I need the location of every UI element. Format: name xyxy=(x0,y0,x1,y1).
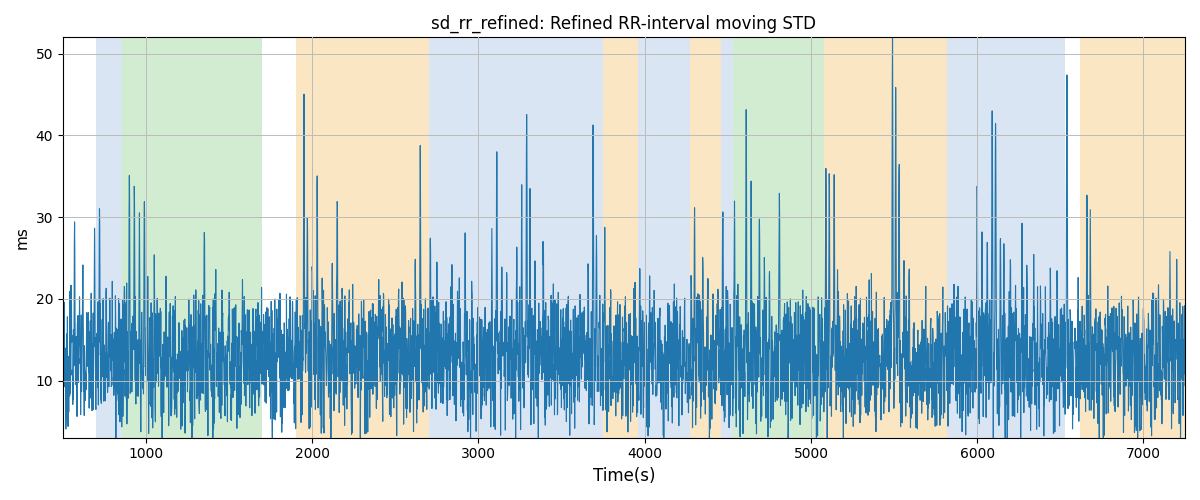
X-axis label: Time(s): Time(s) xyxy=(593,467,655,485)
Bar xyxy=(604,38,638,438)
Title: sd_rr_refined: Refined RR-interval moving STD: sd_rr_refined: Refined RR-interval movin… xyxy=(432,15,816,34)
Bar xyxy=(96,38,122,438)
Bar xyxy=(690,38,721,438)
Y-axis label: ms: ms xyxy=(16,226,30,249)
Bar xyxy=(1080,38,1184,438)
Bar xyxy=(638,38,690,438)
Bar xyxy=(947,38,1066,438)
Bar xyxy=(721,38,733,438)
Bar xyxy=(428,38,604,438)
Bar xyxy=(295,38,428,438)
Bar xyxy=(733,38,824,438)
Bar xyxy=(122,38,263,438)
Bar xyxy=(824,38,947,438)
